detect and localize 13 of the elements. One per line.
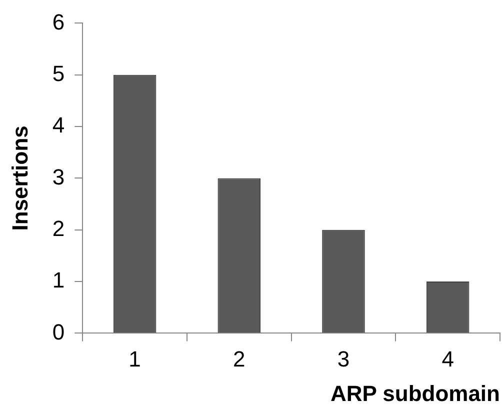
y-tick-label: 6 bbox=[52, 9, 65, 34]
x-tick-label: 3 bbox=[337, 346, 350, 372]
x-axis-title: ARP subdomain bbox=[330, 380, 500, 406]
x-tick-label: 2 bbox=[233, 346, 246, 372]
y-tick-label: 5 bbox=[52, 60, 65, 86]
y-tick-label: 4 bbox=[52, 112, 65, 138]
y-tick-label: 2 bbox=[52, 216, 65, 241]
x-tick-label: 4 bbox=[442, 346, 454, 372]
y-axis-title: Insertions bbox=[7, 126, 32, 231]
y-tick-label: 1 bbox=[52, 268, 65, 293]
y-tick-label: 0 bbox=[52, 319, 65, 344]
x-tick-label: 1 bbox=[128, 346, 141, 372]
y-tick-label: 3 bbox=[52, 164, 65, 190]
